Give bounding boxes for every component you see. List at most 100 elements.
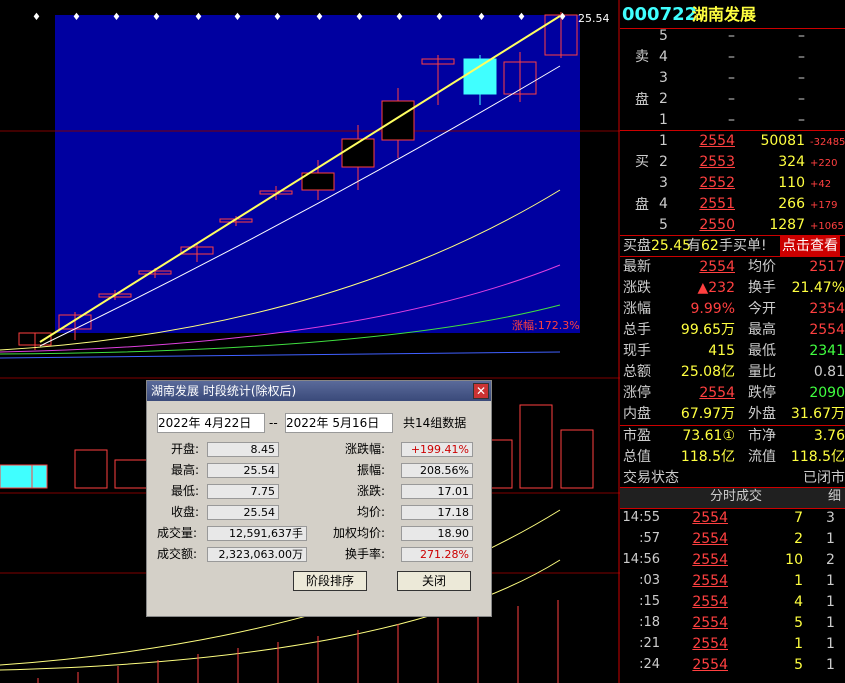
marker: ♦ bbox=[517, 12, 526, 23]
trade-volume: 7 bbox=[794, 510, 803, 526]
level: 5 bbox=[659, 28, 668, 44]
marker: ♦ bbox=[355, 12, 364, 23]
stat-value: 2554 bbox=[699, 259, 735, 275]
stat-label: 涨幅 bbox=[623, 301, 651, 317]
stat-label: 现手 bbox=[623, 343, 651, 359]
field-label: 开盘: bbox=[171, 442, 200, 456]
stat-label: 总值 bbox=[623, 449, 651, 465]
volume-bar bbox=[560, 429, 594, 489]
price: – bbox=[728, 70, 735, 86]
stat-label: 流值 bbox=[748, 449, 776, 465]
close-x[interactable]: ✕ bbox=[473, 383, 489, 399]
level: 3 bbox=[659, 70, 668, 86]
price: – bbox=[728, 49, 735, 65]
field-value: 208.56% bbox=[401, 463, 473, 478]
period-stats-dialog: 湖南发展 时段统计(除权后) ✕ 2022年 4月22日 -- 2022年 5月… bbox=[146, 380, 492, 617]
stat-value: 118.5亿 bbox=[790, 449, 845, 465]
field-label: 涨跌幅: bbox=[345, 442, 386, 456]
stat-label: 总手 bbox=[623, 322, 651, 338]
field-label: 最高: bbox=[171, 463, 200, 477]
level: 2 bbox=[659, 154, 668, 170]
field-label: 成交量: bbox=[157, 526, 198, 540]
dialog-button[interactable]: 阶段排序 bbox=[293, 571, 367, 591]
stat-value: 2090 bbox=[809, 385, 845, 401]
divider bbox=[620, 256, 845, 257]
stat-value: 2341 bbox=[809, 343, 845, 359]
dialog-button[interactable]: 关闭 bbox=[397, 571, 471, 591]
divider bbox=[620, 130, 845, 131]
trade-count: 1 bbox=[826, 615, 835, 631]
field-value: 8.45 bbox=[207, 442, 279, 457]
trade-volume: 5 bbox=[794, 615, 803, 631]
volume-bar bbox=[519, 404, 553, 489]
trade-count: 1 bbox=[826, 573, 835, 589]
field-value: 271.28% bbox=[401, 547, 473, 562]
price: 2551 bbox=[699, 196, 735, 212]
trade-price: 2554 bbox=[692, 594, 728, 610]
divider bbox=[620, 235, 845, 236]
trade-price: 2554 bbox=[692, 615, 728, 631]
detail-tab: 细 bbox=[828, 489, 842, 504]
stat-value: 2354 bbox=[809, 301, 845, 317]
alert-text: 有 bbox=[687, 238, 701, 254]
volume-bars bbox=[0, 404, 594, 683]
field-label: 振幅: bbox=[357, 463, 386, 477]
title-bar bbox=[147, 381, 491, 401]
field-label: 涨跌: bbox=[357, 484, 386, 498]
trade-time: :15 bbox=[639, 594, 660, 609]
trade-count: 2 bbox=[826, 552, 835, 568]
level: 2 bbox=[659, 91, 668, 107]
candle-body bbox=[503, 61, 537, 95]
stat-value: 67.97万 bbox=[680, 406, 735, 422]
candle-body bbox=[301, 172, 335, 191]
stat-label: 涨停 bbox=[623, 385, 651, 401]
stat-label: 最低 bbox=[748, 343, 776, 359]
marker: ♦ bbox=[558, 12, 567, 23]
trade-count: 1 bbox=[826, 657, 835, 673]
volume: – bbox=[798, 28, 805, 44]
field-label: 最低: bbox=[171, 484, 200, 498]
field-label: 均价: bbox=[357, 505, 386, 519]
stat-value: 118.5亿 bbox=[680, 449, 735, 465]
marker: ♦ bbox=[315, 12, 324, 23]
alert-button[interactable]: 点击查看 bbox=[780, 236, 840, 256]
marker: ♦ bbox=[477, 12, 486, 23]
trade-price: 2554 bbox=[692, 636, 728, 652]
field-value: 25.54 bbox=[207, 463, 279, 478]
kline-chart: ♦ ♦ ♦ ♦ ♦ ♦ ♦ ♦ ♦ ♦ ♦ ♦ ♦ ♦ 25.54 涨幅:172.3% bbox=[0, 0, 620, 683]
candle-body bbox=[180, 246, 214, 255]
stat-label: 最新 bbox=[623, 259, 651, 275]
trade-count: 1 bbox=[826, 531, 835, 547]
price: 2552 bbox=[699, 175, 735, 191]
trade-volume: 1 bbox=[794, 636, 803, 652]
stat-label: 跌停 bbox=[748, 385, 776, 401]
field-value: 18.90 bbox=[401, 526, 473, 541]
trade-volume: 1 bbox=[794, 573, 803, 589]
stat-value: 99.65万 bbox=[680, 322, 735, 338]
marker: ♦ bbox=[233, 12, 242, 23]
trade-time: :24 bbox=[639, 657, 660, 672]
trade-price: 2554 bbox=[692, 510, 728, 526]
volume-bar bbox=[0, 464, 33, 489]
trade-count: 1 bbox=[826, 636, 835, 652]
marker: ♦ bbox=[112, 12, 121, 23]
divider bbox=[620, 28, 845, 29]
volume: 50081 bbox=[760, 133, 805, 149]
end-date[interactable]: 2022年 5月16日 bbox=[285, 413, 393, 433]
side-label: 盘 bbox=[635, 197, 649, 213]
stat-value: 2554 bbox=[699, 385, 735, 401]
status-label: 交易状态 bbox=[623, 470, 679, 486]
change: +42 bbox=[810, 179, 832, 190]
candle-body bbox=[544, 14, 578, 56]
volume: 324 bbox=[778, 154, 805, 170]
stat-label: 市净 bbox=[748, 428, 776, 444]
marker: ♦ bbox=[152, 12, 161, 23]
field-value: 17.18 bbox=[401, 505, 473, 520]
volume: – bbox=[798, 49, 805, 65]
alert-text: 25.45 bbox=[651, 238, 692, 254]
stat-label: 量比 bbox=[748, 364, 776, 380]
candle-body bbox=[421, 58, 455, 65]
price: 2554 bbox=[699, 133, 735, 149]
start-date[interactable]: 2022年 4月22日 bbox=[157, 413, 265, 433]
stat-label: 最高 bbox=[748, 322, 776, 338]
